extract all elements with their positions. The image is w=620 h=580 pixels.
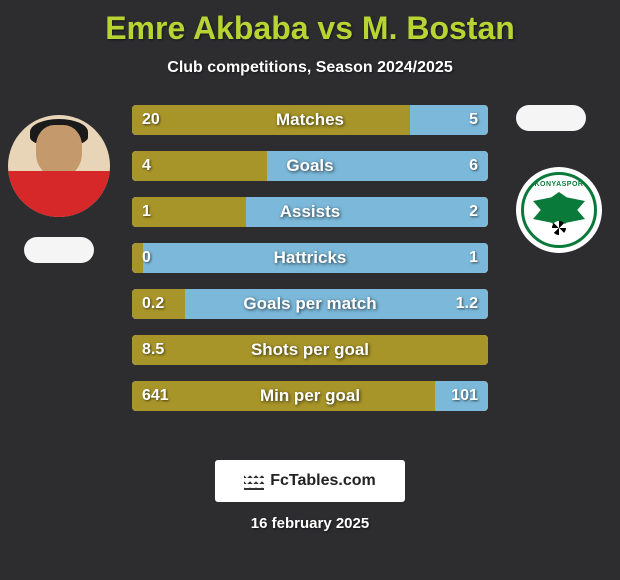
player-right-flag (516, 105, 586, 131)
stat-row: 46Goals (132, 151, 488, 181)
player-left-avatar (8, 115, 110, 217)
page-title: Emre Akbaba vs M. Bostan (0, 0, 620, 47)
branding-text: FcTables.com (270, 472, 376, 490)
stat-label: Min per goal (132, 386, 488, 406)
stat-label: Matches (132, 110, 488, 130)
stat-label: Assists (132, 202, 488, 222)
stat-label: Goals (132, 156, 488, 176)
stat-label: Hattricks (132, 248, 488, 268)
fctables-logo-icon (244, 472, 264, 490)
stat-row: 0.21.2Goals per match (132, 289, 488, 319)
stats-bars: 205Matches 46Goals 12Assists 01Hattricks 0.2… (132, 105, 488, 411)
player-right-club-badge: KONYASPOR (516, 167, 602, 253)
stat-row: 01Hattricks (132, 243, 488, 273)
player-left-flag (24, 237, 94, 263)
stat-label: Shots per goal (132, 340, 488, 360)
ball-icon (552, 221, 566, 235)
stat-row: 641101Min per goal (132, 381, 488, 411)
comparison-content: KONYASPOR 205Matches 46Goals 12Assists 01Ha… (0, 105, 620, 411)
stat-row: 12Assists (132, 197, 488, 227)
stat-row: 8.5Shots per goal (132, 335, 488, 365)
stat-label: Goals per match (132, 294, 488, 314)
date-label: 16 february 2025 (0, 515, 620, 532)
branding-badge: FcTables.com (215, 460, 405, 502)
stat-row: 205Matches (132, 105, 488, 135)
badge-text: KONYASPOR (535, 181, 584, 188)
page-subtitle: Club competitions, Season 2024/2025 (0, 59, 620, 77)
